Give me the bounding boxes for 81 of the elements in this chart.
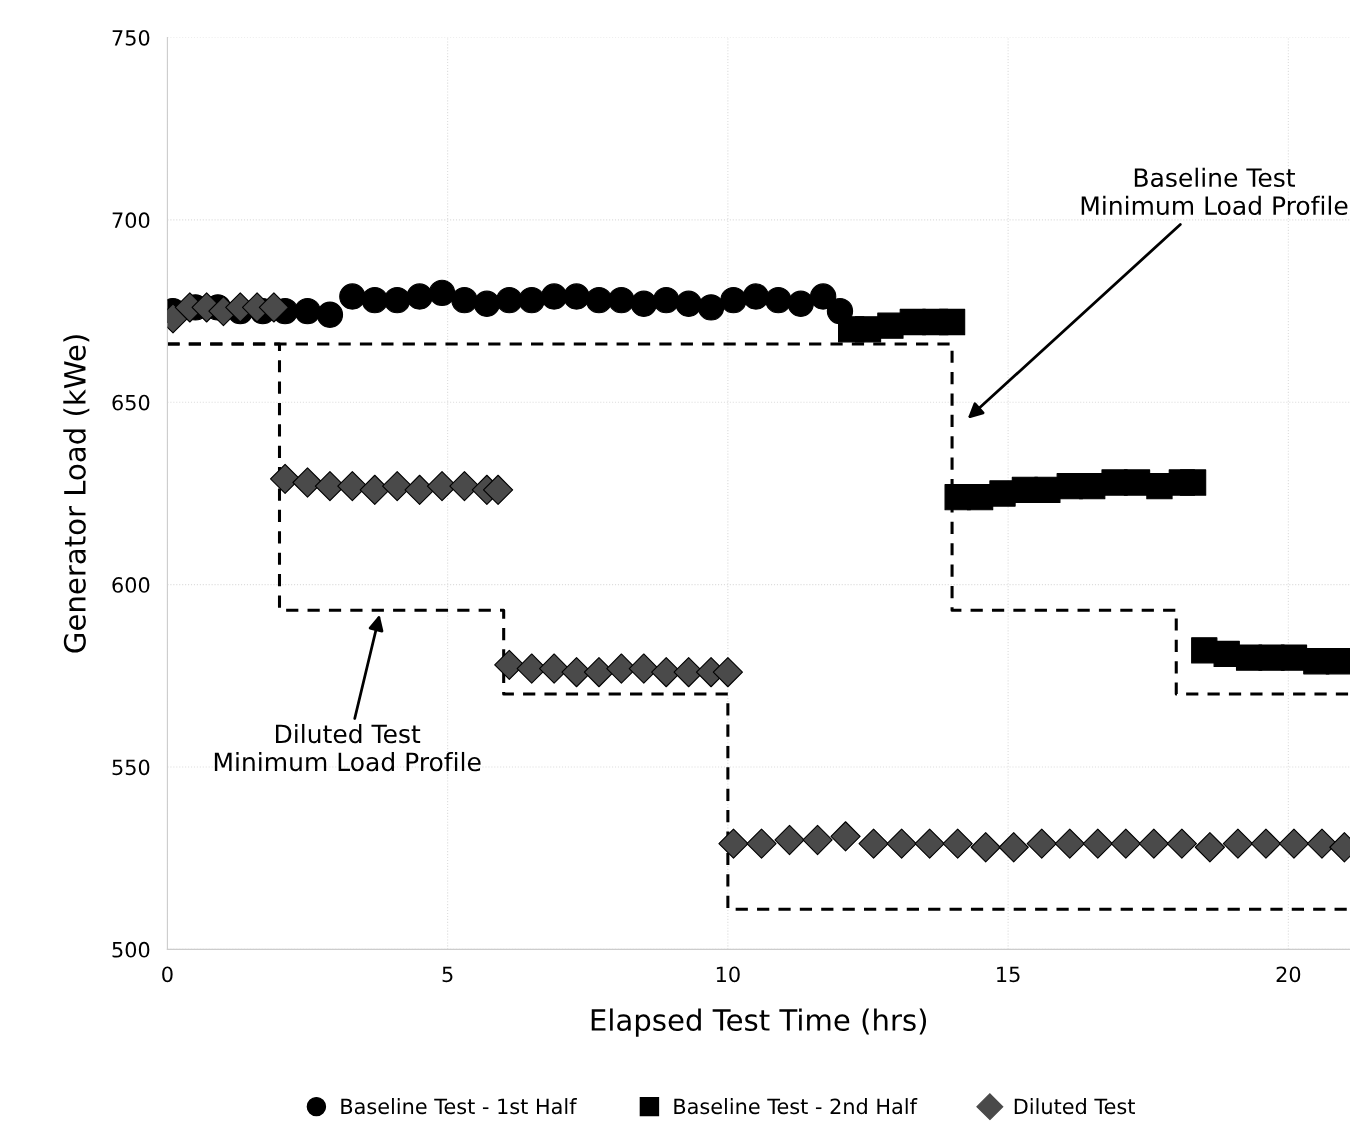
annotation: Baseline Test Minimum Load Profile bbox=[1081, 167, 1348, 216]
point bbox=[563, 283, 590, 310]
point bbox=[1194, 832, 1226, 863]
legend-label: Baseline Test - 2nd Half bbox=[674, 1098, 918, 1115]
point bbox=[539, 653, 570, 684]
point bbox=[361, 286, 388, 314]
point bbox=[292, 467, 323, 498]
point bbox=[473, 290, 501, 317]
point bbox=[384, 286, 411, 314]
point bbox=[1054, 828, 1085, 859]
point bbox=[337, 471, 368, 502]
point bbox=[742, 283, 770, 310]
point bbox=[787, 290, 814, 317]
point bbox=[1138, 828, 1169, 859]
point bbox=[1325, 648, 1350, 675]
point bbox=[858, 828, 889, 859]
point bbox=[583, 657, 615, 688]
point bbox=[1026, 828, 1057, 859]
point bbox=[496, 286, 523, 314]
y-tick-label: 700 bbox=[112, 212, 150, 229]
point bbox=[970, 832, 1001, 863]
point bbox=[406, 283, 433, 310]
point bbox=[494, 649, 525, 681]
y-axis-title: Generator Load (kWe) bbox=[63, 335, 90, 653]
y-tick-label: 550 bbox=[112, 759, 150, 776]
point bbox=[809, 283, 837, 310]
x-tick-label: 15 bbox=[997, 966, 1020, 983]
y-tick-label: 750 bbox=[112, 29, 150, 46]
point bbox=[359, 474, 390, 505]
point bbox=[294, 297, 321, 325]
point bbox=[675, 290, 702, 317]
x-tick-label: 0 bbox=[162, 966, 173, 983]
y-tick-label: 650 bbox=[112, 394, 150, 411]
point bbox=[938, 308, 966, 336]
annotation: Diluted Test Minimum Load Profile bbox=[214, 723, 481, 772]
point bbox=[1082, 828, 1113, 859]
point bbox=[942, 828, 973, 859]
point bbox=[1179, 469, 1207, 496]
point bbox=[720, 286, 747, 314]
point bbox=[540, 283, 568, 310]
x-tick-label: 20 bbox=[1276, 966, 1301, 983]
point bbox=[339, 283, 366, 310]
point bbox=[608, 286, 635, 314]
point bbox=[258, 292, 290, 323]
point bbox=[316, 301, 344, 328]
point bbox=[746, 828, 777, 859]
x-axis-title: Elapsed Test Time (hrs) bbox=[591, 1008, 927, 1037]
point bbox=[712, 657, 743, 688]
point bbox=[428, 279, 456, 307]
point bbox=[830, 821, 861, 852]
point bbox=[630, 290, 657, 317]
point bbox=[449, 471, 480, 502]
point bbox=[886, 828, 917, 859]
point bbox=[765, 286, 792, 314]
point bbox=[382, 471, 413, 502]
point bbox=[585, 286, 613, 314]
point bbox=[404, 474, 435, 505]
point bbox=[774, 824, 805, 856]
point bbox=[914, 828, 945, 859]
legend-label: Diluted Test bbox=[1014, 1098, 1135, 1115]
point bbox=[518, 286, 545, 314]
point bbox=[482, 474, 514, 505]
point bbox=[697, 294, 725, 321]
point bbox=[998, 832, 1029, 863]
point bbox=[718, 828, 749, 859]
y-tick-label: 500 bbox=[112, 941, 150, 958]
point bbox=[1250, 828, 1282, 859]
point bbox=[1222, 828, 1254, 859]
point bbox=[628, 653, 659, 684]
point bbox=[451, 286, 478, 314]
point bbox=[802, 824, 833, 856]
x-tick-label: 5 bbox=[442, 966, 453, 983]
point bbox=[1166, 828, 1197, 859]
x-tick-label: 10 bbox=[716, 966, 740, 983]
point bbox=[269, 463, 301, 494]
point bbox=[1110, 828, 1141, 859]
point bbox=[1278, 828, 1310, 859]
legend-label: Baseline Test - 1st Half bbox=[341, 1098, 577, 1115]
point bbox=[653, 286, 680, 314]
y-tick-label: 600 bbox=[112, 577, 150, 593]
point bbox=[1306, 828, 1338, 859]
